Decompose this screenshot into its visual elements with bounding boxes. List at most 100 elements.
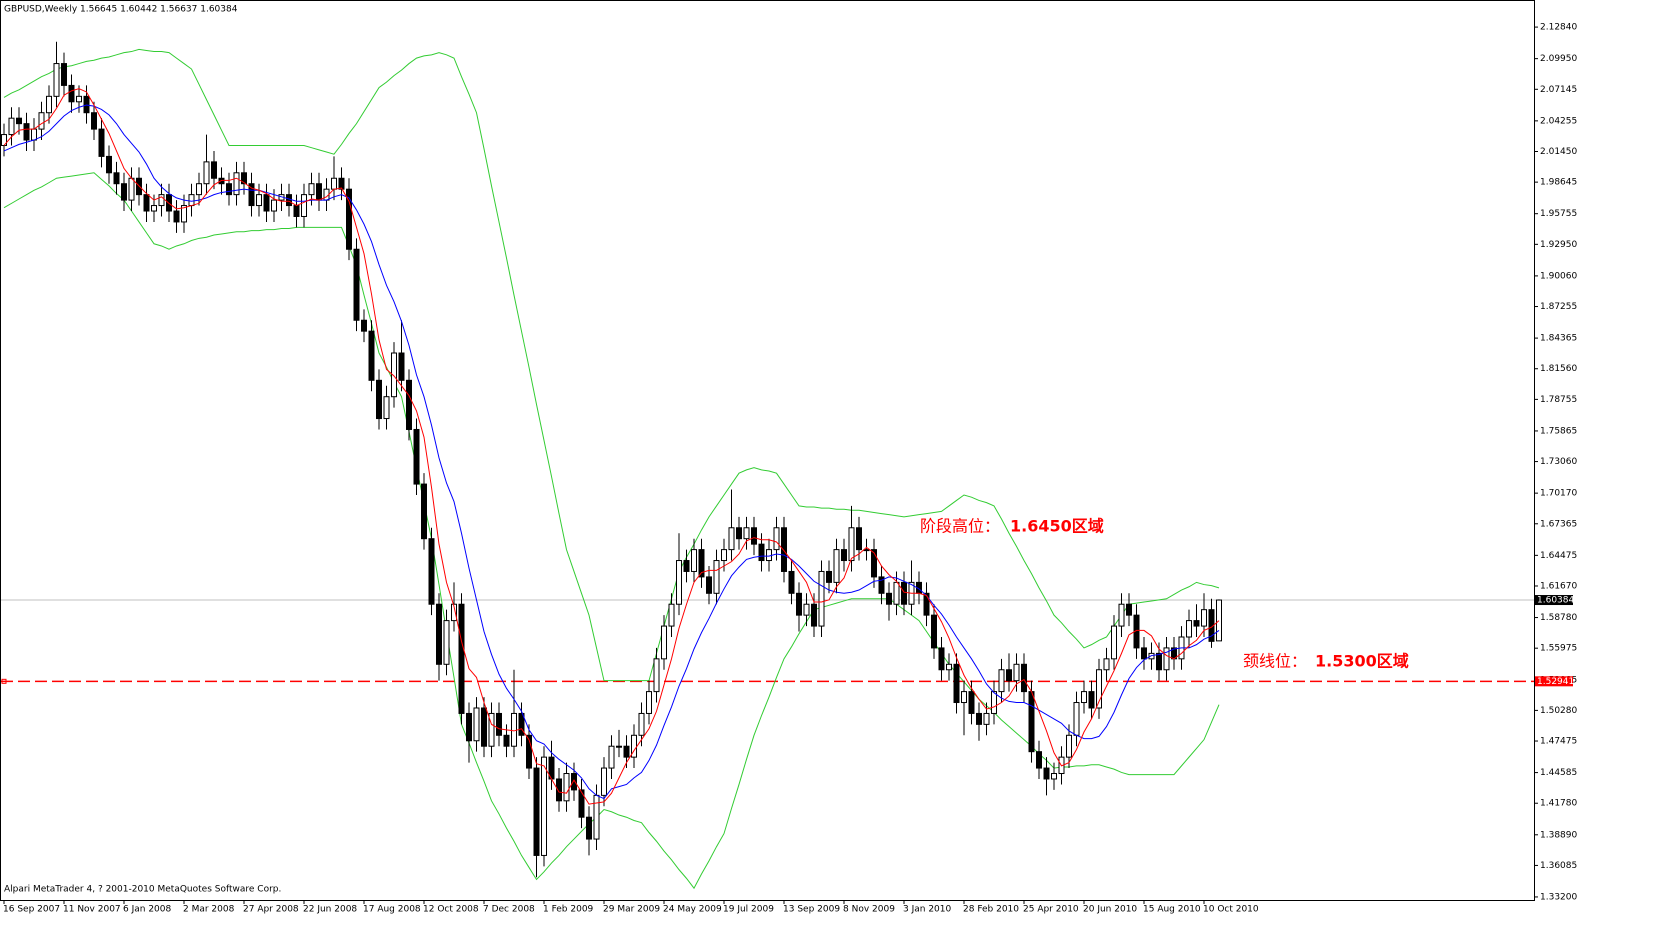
candle-body xyxy=(811,603,817,627)
candle-body xyxy=(871,549,877,578)
candle-body xyxy=(796,592,802,616)
candle-body xyxy=(181,205,187,223)
candle-body xyxy=(518,712,525,736)
candle-body xyxy=(496,712,502,736)
candle-body xyxy=(31,128,37,141)
candle-body xyxy=(1088,691,1095,709)
candle-body xyxy=(638,712,645,736)
candle-body xyxy=(743,527,750,540)
candle-body xyxy=(406,379,412,430)
candle-body xyxy=(661,625,667,660)
x-tick-label: 25 Apr 2010 xyxy=(1023,905,1079,915)
candle-body xyxy=(1013,663,1020,682)
x-tick-label: 28 Feb 2010 xyxy=(963,905,1019,915)
candle-body xyxy=(938,647,945,671)
candle-body xyxy=(893,581,900,605)
candle-body xyxy=(316,183,322,201)
indicator-line xyxy=(3,104,1220,800)
candle-body xyxy=(721,549,727,562)
x-tick-label: 6 Jan 2008 xyxy=(123,905,171,915)
x-tick-label: 2 Mar 2008 xyxy=(183,905,235,915)
level-label-box xyxy=(1535,595,1573,606)
x-tick-label: 22 Jun 2008 xyxy=(303,905,357,915)
candle-body xyxy=(578,789,585,818)
x-tick-label: 12 Oct 2008 xyxy=(423,905,479,915)
y-tick-label: 1.55975 xyxy=(1540,644,1577,654)
candle-body xyxy=(541,756,547,856)
level-marker xyxy=(1,678,7,684)
candle-body xyxy=(818,570,825,627)
candle-body xyxy=(1066,734,1072,758)
footer: Alpari MetaTrader 4, ? 2001-2010 MetaQuo… xyxy=(4,885,281,895)
candle-body xyxy=(8,117,15,136)
candle-body xyxy=(1111,625,1117,660)
candle-body xyxy=(1073,702,1080,736)
candle-body xyxy=(256,194,262,207)
candle-body xyxy=(83,95,90,114)
candle-body xyxy=(376,379,382,420)
y-tick-label: 1.58780 xyxy=(1540,613,1577,623)
candle-body xyxy=(53,63,60,97)
candle-body xyxy=(421,483,427,540)
annotation: 颈线位： 1.5300区域 xyxy=(1243,652,1409,671)
x-tick-label: 8 Nov 2009 xyxy=(843,905,895,915)
x-tick-label: 15 Aug 2010 xyxy=(1143,905,1201,915)
candle-body xyxy=(188,194,195,207)
candle-body xyxy=(608,745,615,769)
candle-body xyxy=(428,538,435,605)
candle-body xyxy=(841,549,847,562)
annotation: 阶段高位： 1.6450区域 xyxy=(920,517,1104,536)
candle-body xyxy=(646,691,652,714)
y-tick-label: 1.87255 xyxy=(1540,302,1577,312)
candle-body xyxy=(503,734,510,747)
candle-body xyxy=(286,194,292,207)
candle-body xyxy=(736,527,742,540)
candle-body xyxy=(308,183,315,196)
candle-body xyxy=(803,603,810,616)
candle-body xyxy=(121,183,127,201)
candle-body xyxy=(301,194,307,217)
candle-body xyxy=(1201,609,1207,627)
candle-body xyxy=(1118,603,1125,627)
candle-body xyxy=(458,603,465,714)
y-tick-label: 1.81560 xyxy=(1540,364,1577,374)
candle-body xyxy=(368,330,375,381)
candle-body xyxy=(1096,669,1102,709)
y-tick-label: 1.61670 xyxy=(1540,581,1577,591)
candle-body xyxy=(143,194,150,212)
candle-body xyxy=(616,745,622,748)
candle-body xyxy=(241,172,247,185)
candle-body xyxy=(233,172,240,196)
candle-body xyxy=(1051,773,1057,780)
x-tick-label: 27 Apr 2008 xyxy=(243,905,299,915)
candle-body xyxy=(961,691,967,704)
level-label: 1.60384 xyxy=(1537,596,1574,606)
y-tick-label: 1.33200 xyxy=(1540,892,1577,902)
candle-body xyxy=(1193,620,1200,627)
candle-body xyxy=(61,63,67,86)
candle-body xyxy=(728,527,735,551)
candle-body xyxy=(511,712,517,747)
candle-body xyxy=(668,603,675,627)
candle-body xyxy=(151,205,157,212)
candle-body xyxy=(653,658,660,693)
candle-body xyxy=(901,581,907,605)
candle-body xyxy=(1186,620,1192,638)
candle-body xyxy=(781,527,787,572)
candle-body xyxy=(998,669,1005,693)
candle-body xyxy=(991,691,997,714)
candle-body xyxy=(383,396,390,420)
candle-body xyxy=(76,95,82,103)
y-tick-label: 1.98645 xyxy=(1540,178,1577,188)
x-tick-label: 29 Mar 2009 xyxy=(603,905,660,915)
y-tick-label: 1.70170 xyxy=(1540,489,1577,499)
candle-body xyxy=(773,527,780,551)
candle-body xyxy=(1163,647,1170,671)
candle-body xyxy=(1103,658,1110,671)
candle-body xyxy=(338,177,345,190)
candle-body xyxy=(173,210,180,223)
y-tick-label: 2.01450 xyxy=(1540,147,1577,157)
y-tick-label: 1.47475 xyxy=(1540,737,1577,747)
y-tick-label: 1.73060 xyxy=(1540,457,1577,467)
